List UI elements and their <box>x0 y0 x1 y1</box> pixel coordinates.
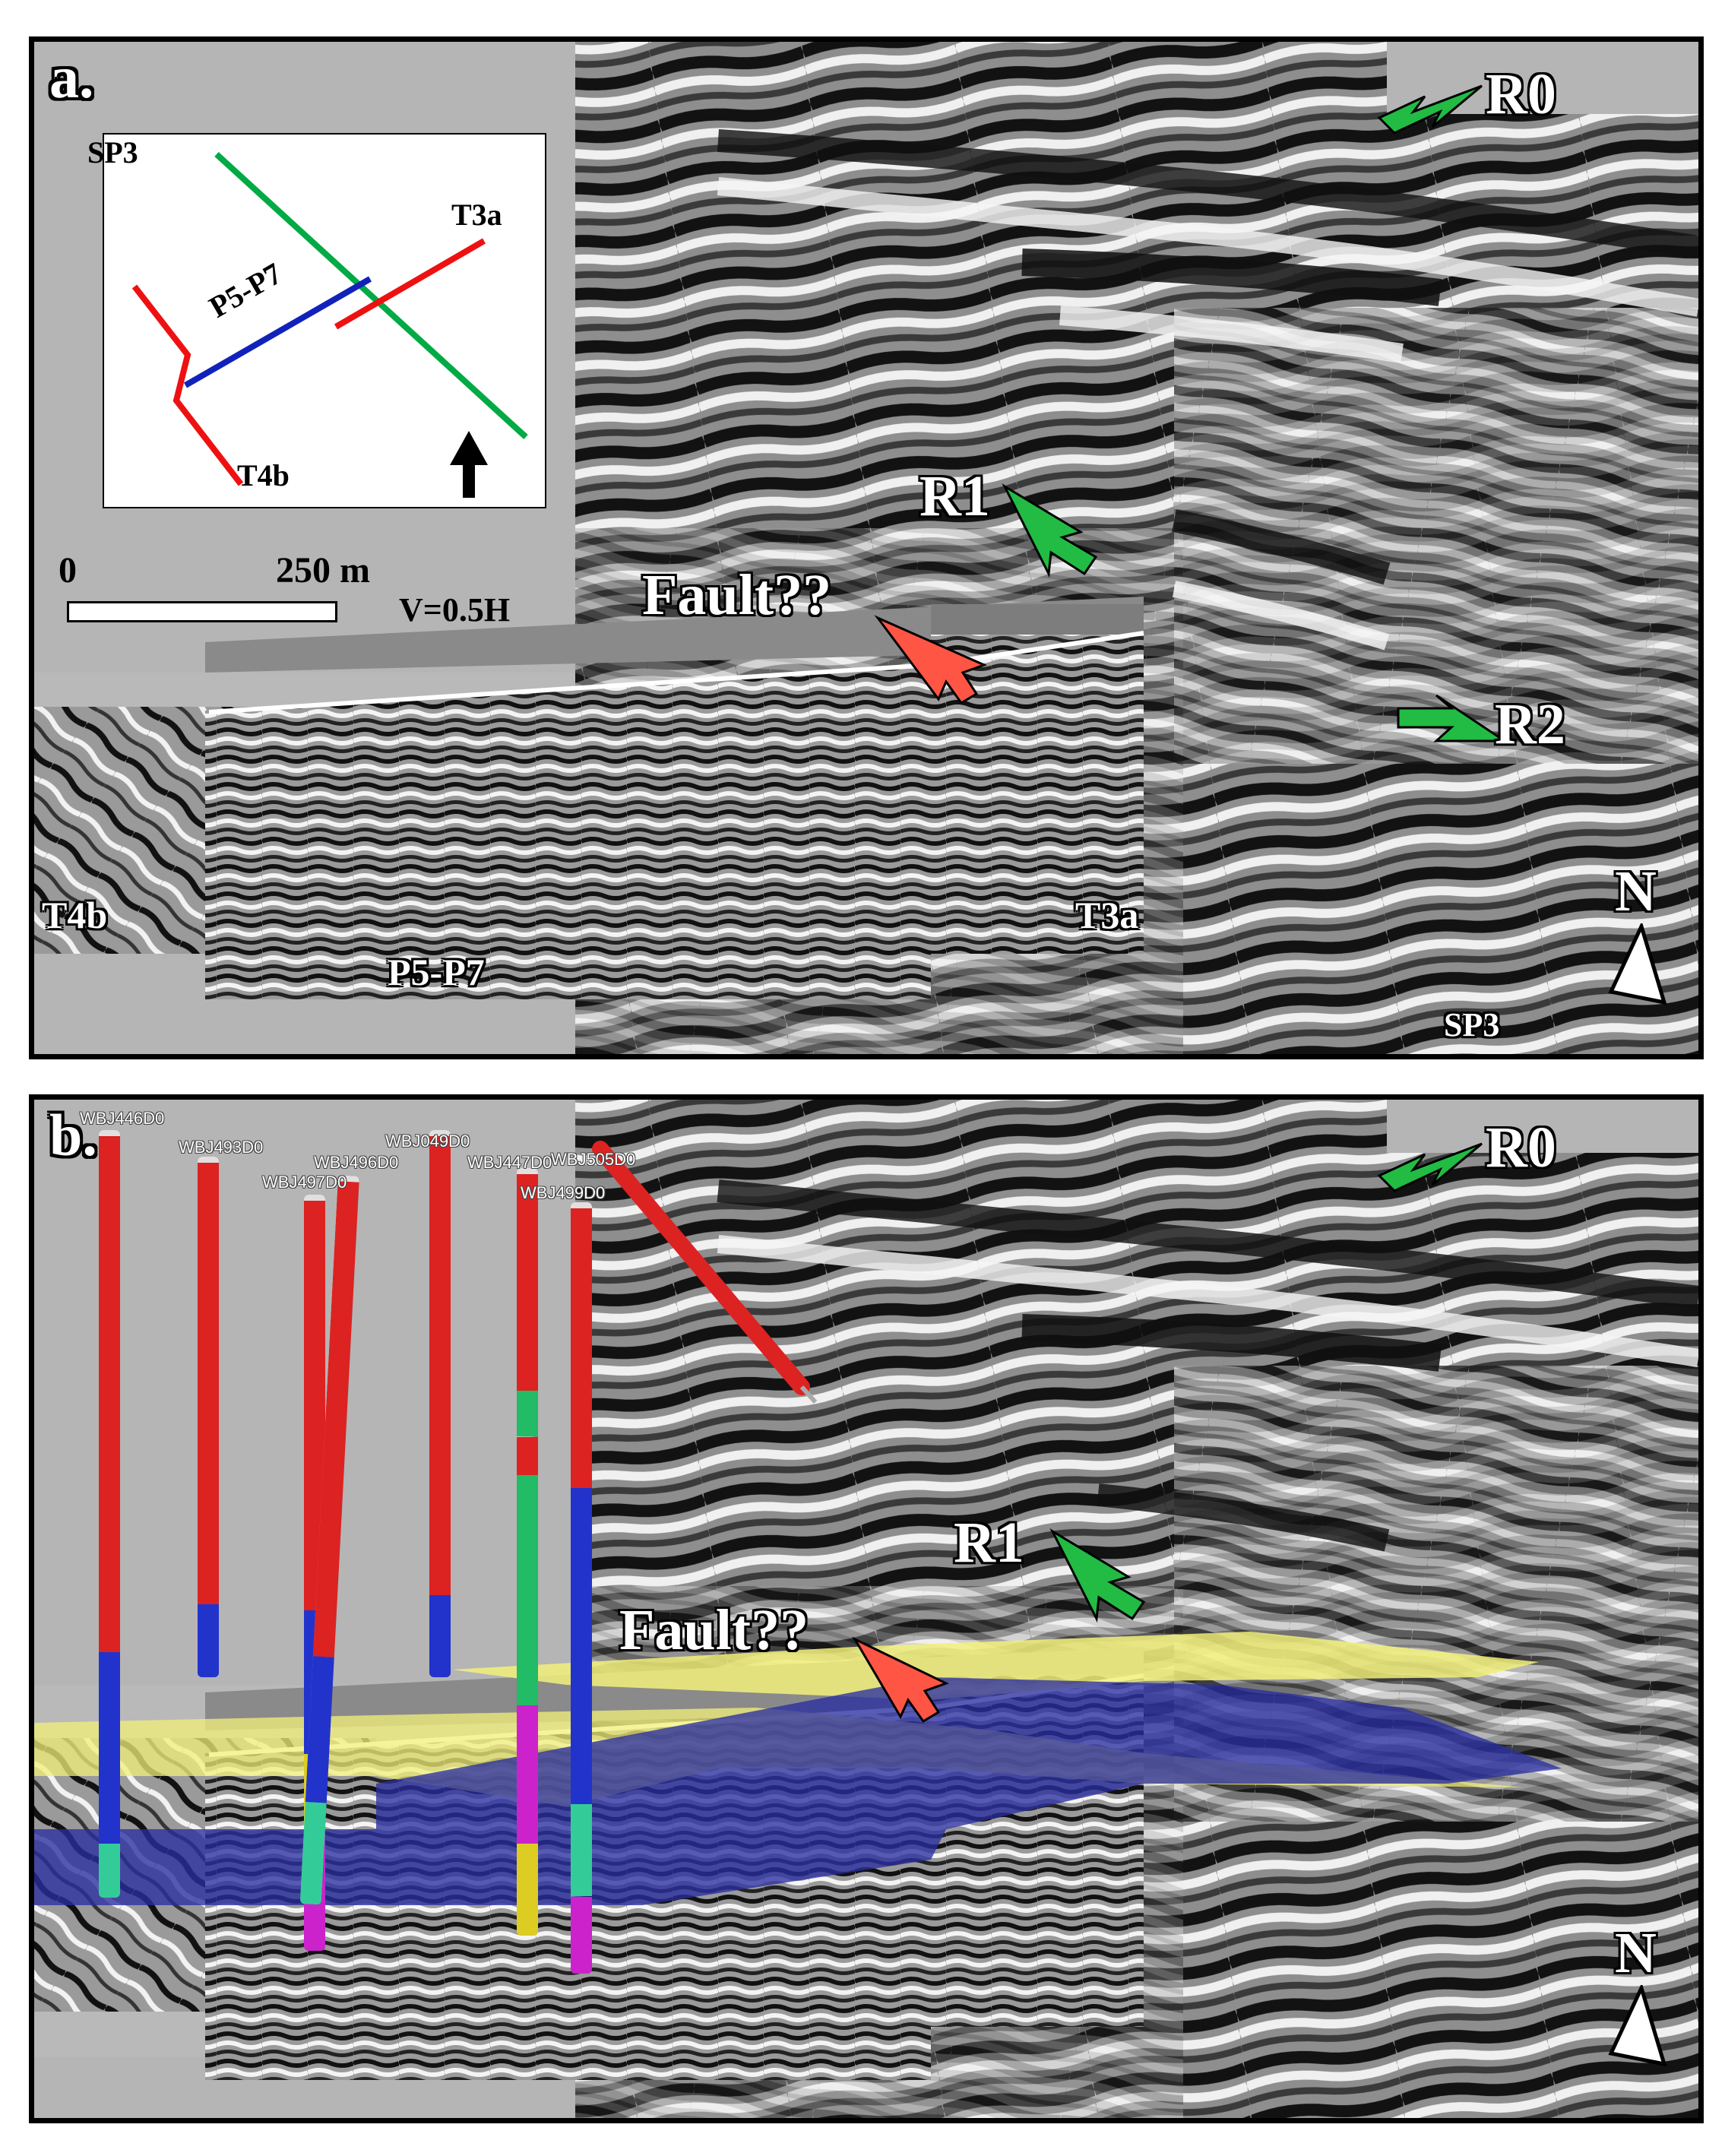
well-bore <box>198 1157 219 1677</box>
sp3-inset-label: SP3 <box>87 135 138 169</box>
sp3-line <box>214 152 528 439</box>
t4b-line <box>131 284 244 486</box>
north-compass-icon <box>1608 1985 1667 2067</box>
r1-label: R1 <box>919 464 990 528</box>
p5p7-section-label: P5-P7 <box>388 951 485 993</box>
well-segment <box>99 1130 120 1652</box>
t3a-inset-label: T3a <box>451 198 502 232</box>
well-label: WBJ505D0 <box>551 1150 636 1169</box>
scale-start-label: 0 <box>59 550 77 590</box>
well-segment <box>517 1843 538 1936</box>
well-deviated <box>592 1141 810 1395</box>
well-segment <box>571 1803 592 1897</box>
vertical-exaggeration: V=0.5H <box>399 591 511 628</box>
well-segment <box>198 1157 219 1605</box>
fault-label: Fault?? <box>642 563 832 627</box>
well-segment <box>429 1595 451 1677</box>
well-segment <box>571 1626 592 1804</box>
well-cap <box>99 1130 120 1136</box>
r1-label-b: R1 <box>954 1511 1024 1575</box>
well-bore <box>99 1130 120 1898</box>
well-label: WBJ049D0 <box>385 1132 470 1151</box>
well-label: WBJ493D0 <box>179 1138 264 1157</box>
r0-label: R0 <box>1486 62 1556 126</box>
t3a-section <box>931 631 1144 954</box>
north-arrow-icon <box>450 431 488 498</box>
well-cap <box>517 1168 538 1174</box>
panel-b: b. R0 R1 Fault?? WBJ446D0 WBJ493D0 WBJ49… <box>29 1094 1704 2123</box>
well-segment <box>517 1475 538 1705</box>
well-cap <box>198 1157 219 1163</box>
seismic-scene-b <box>34 1100 1698 2118</box>
well-segment <box>99 1651 120 1844</box>
well-label: WBJ499D0 <box>521 1183 606 1202</box>
well-segment <box>517 1168 538 1391</box>
well-cap <box>571 1202 592 1208</box>
well-label: WBJ496D0 <box>314 1153 399 1172</box>
well-segment <box>571 1896 592 1974</box>
t3a-section-label: T3a <box>1075 894 1139 936</box>
inset-lines <box>131 152 528 498</box>
well-label: WBJ446D0 <box>80 1109 165 1128</box>
well-segment <box>517 1390 538 1437</box>
well-label: WBJ497D0 <box>262 1173 347 1192</box>
p5p7-line <box>184 276 372 388</box>
r0-label-b: R0 <box>1486 1116 1556 1179</box>
panel-b-label: b. <box>49 1102 97 1168</box>
p5p7-section <box>205 665 931 999</box>
sp3-section-label: SP3 <box>1444 1006 1500 1043</box>
well-segment <box>517 1705 538 1844</box>
yellow-surface-upper <box>452 1632 1539 1700</box>
well-segment <box>99 1844 120 1898</box>
north-label-b: N <box>1615 1921 1657 1985</box>
t3a-line <box>334 238 486 330</box>
north-compass-icon <box>1608 923 1667 1005</box>
well-segment <box>198 1604 219 1677</box>
blue-surface <box>34 1677 1562 1905</box>
panel-a: a. SP3 T3a P5-P7 T4b 0 250 m V=0.5H R0 R… <box>29 36 1704 1059</box>
well-segment <box>517 1436 538 1475</box>
scale-bar <box>67 601 337 622</box>
location-inset-map: SP3 T3a P5-P7 T4b <box>87 133 546 508</box>
well-cap <box>304 1195 325 1201</box>
panel-a-label: a. <box>49 44 94 110</box>
well-bore <box>571 1202 592 1974</box>
well-cap <box>429 1130 451 1136</box>
well-bore <box>429 1130 451 1677</box>
well-label: WBJ447D0 <box>467 1153 552 1172</box>
well-segment <box>571 1487 592 1627</box>
north-label: N <box>1615 860 1657 923</box>
r2-label: R2 <box>1495 692 1565 756</box>
well-segment <box>571 1202 592 1488</box>
well-segment <box>429 1130 451 1595</box>
t4b-inset-label: T4b <box>237 458 290 492</box>
t4b-section-label: T4b <box>42 894 108 936</box>
well-bore <box>517 1168 538 1936</box>
scale-end-label: 250 m <box>276 550 370 590</box>
fault-label-b: Fault?? <box>619 1598 809 1662</box>
